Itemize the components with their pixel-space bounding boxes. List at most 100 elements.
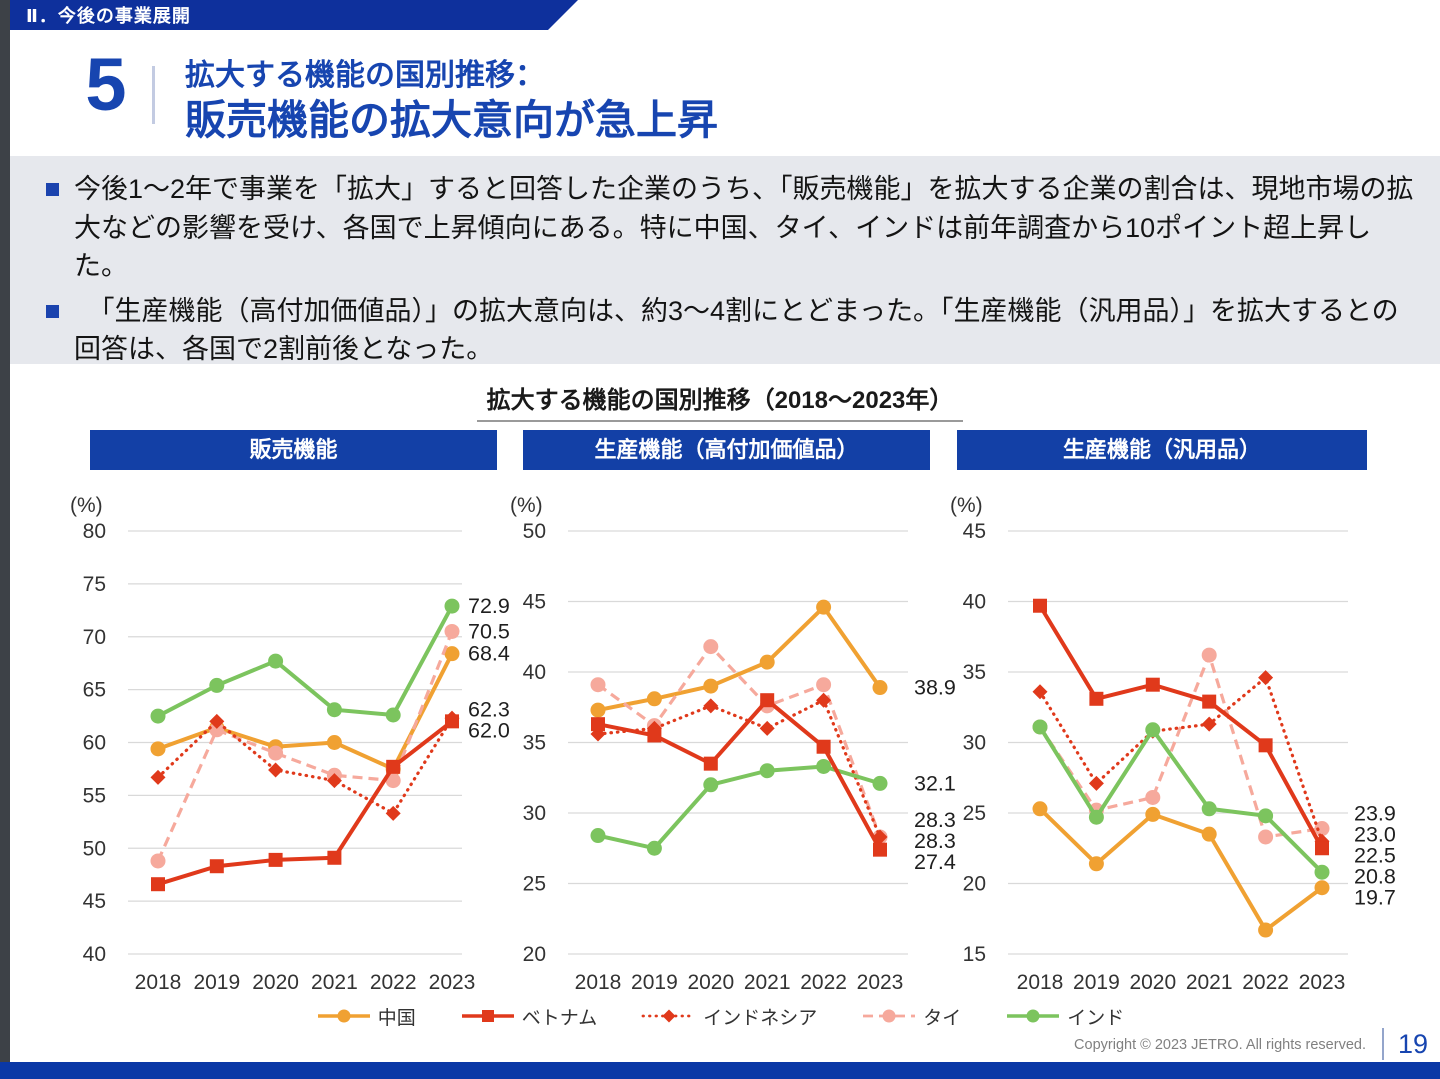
marker-circle <box>268 745 284 761</box>
legend-label: タイ <box>923 1007 962 1029</box>
end-value-label: 28.3 <box>914 808 956 832</box>
marker-square <box>268 852 283 867</box>
end-value-label: 32.1 <box>914 771 956 795</box>
y-tick-label: 25 <box>963 802 986 825</box>
x-tick-label: 2019 <box>631 971 678 994</box>
marker-square <box>591 717 605 732</box>
marker-circle <box>385 707 401 723</box>
end-value-label: 38.9 <box>914 676 956 700</box>
marker-circle <box>209 722 225 738</box>
series-ベトナム <box>151 714 459 892</box>
marker-circle <box>150 853 166 869</box>
chart-2-header: 生産機能（高付加価値品） <box>523 430 930 470</box>
series-ベトナム <box>1033 598 1329 856</box>
page-title-line2: 販売機能の拡大意向が急上昇 <box>185 97 718 143</box>
chart-2: (%) 20 25 30 35 40 45 50 2018 2019 2020 2021 2022 202… <box>510 494 956 994</box>
legend-swatch-icon <box>317 1009 370 1023</box>
legend-label: 中国 <box>377 1007 416 1029</box>
series-line <box>597 697 882 851</box>
series-line <box>156 716 454 816</box>
legend-swatch-icon <box>863 1009 916 1023</box>
series-line <box>156 630 454 862</box>
page-number: 19 <box>1397 1029 1429 1059</box>
marker-square <box>1258 738 1273 753</box>
marker-circle <box>703 678 719 694</box>
legend-item-ベトナム: ベトナム <box>460 1003 597 1030</box>
marker-square <box>760 693 775 708</box>
series-タイ <box>150 623 460 869</box>
series-タイ <box>590 639 888 845</box>
x-tick-label: 2021 <box>744 971 791 994</box>
marker-square <box>1145 677 1160 692</box>
y-tick-label: 45 <box>83 890 106 913</box>
bottom-bar <box>0 1062 1440 1079</box>
y-axis-unit: (%) <box>510 494 543 517</box>
marker-square <box>816 739 831 754</box>
end-value-label: 68.4 <box>468 642 510 666</box>
figure-title-wrap: 拡大する機能の国別推移（2018～2023年） <box>0 380 1440 422</box>
marker-circle <box>1258 922 1274 938</box>
summary-box: 今後1～2年で事業を「拡大」すると回答した企業のうち、「販売機能」を拡大する企業… <box>10 156 1440 364</box>
marker-circle <box>268 653 284 669</box>
marker-circle <box>1145 722 1161 738</box>
end-value-label: 28.3 <box>914 829 956 853</box>
y-tick-label: 40 <box>963 591 986 614</box>
series-line <box>596 697 882 839</box>
x-tick-label: 2018 <box>575 971 622 994</box>
marker-circle <box>1314 821 1330 837</box>
series-line <box>597 764 881 851</box>
series-インド <box>1032 719 1330 880</box>
legend-item-中国: 中国 <box>316 1003 416 1030</box>
marker-circle <box>703 777 719 793</box>
marker-circle <box>209 677 225 693</box>
legend-item-インドネシア: インドネシア <box>641 1003 817 1030</box>
legend-label: ベトナム <box>521 1007 598 1029</box>
marker-circle <box>590 677 606 693</box>
x-tick-label: 2023 <box>1299 971 1346 994</box>
legend-item-タイ: タイ <box>861 1003 961 1030</box>
figure-title: 拡大する機能の国別推移（2018～2023年） <box>476 380 964 422</box>
marker-square <box>1089 691 1104 706</box>
y-tick-label: 35 <box>523 732 546 755</box>
marker-diamond <box>759 720 775 736</box>
x-tick-label: 2020 <box>1129 971 1176 994</box>
series-中国 <box>1032 801 1330 938</box>
end-value-label: 27.4 <box>914 850 956 874</box>
series-line <box>157 719 454 887</box>
legend-swatch-icon <box>1007 1009 1060 1023</box>
marker-circle <box>646 691 662 707</box>
chart-3-header: 生産機能（汎用品） <box>957 430 1367 470</box>
end-value-label: 23.9 <box>1354 802 1396 826</box>
x-tick-label: 2022 <box>370 971 417 994</box>
y-tick-label: 60 <box>83 732 106 755</box>
series-中国 <box>590 599 888 718</box>
end-value-label: 72.9 <box>468 594 510 618</box>
y-tick-label: 80 <box>83 520 106 543</box>
x-tick-label: 2023 <box>429 971 476 994</box>
marker-circle <box>703 639 719 655</box>
marker-diamond <box>1258 670 1274 686</box>
bullet-text-1: 今後1～2年で事業を「拡大」すると回答した企業のうち、「販売機能」を拡大する企業… <box>74 174 1414 281</box>
x-tick-label: 2019 <box>1073 971 1120 994</box>
y-tick-label: 50 <box>83 837 106 860</box>
marker-square <box>873 842 887 857</box>
y-tick-label: 25 <box>523 873 546 896</box>
marker-diamond <box>268 762 284 778</box>
legend-item-インド: インド <box>1005 1003 1124 1030</box>
marker-circle <box>1314 880 1330 896</box>
y-tick-label: 20 <box>523 943 546 966</box>
marker-square <box>1315 841 1329 856</box>
series-中国 <box>150 646 460 777</box>
marker-circle <box>759 654 775 670</box>
marker-circle <box>882 1009 896 1023</box>
marker-diamond <box>385 805 401 821</box>
marker-circle <box>590 828 606 844</box>
y-tick-label: 45 <box>963 520 986 543</box>
marker-circle <box>816 758 832 774</box>
marker-circle <box>1201 801 1217 817</box>
chart-1: (%) 40 45 50 55 60 65 70 75 80 2018 2019 2020 2021 202… <box>70 494 510 994</box>
marker-circle <box>337 1009 351 1023</box>
y-tick-label: 70 <box>83 626 106 649</box>
